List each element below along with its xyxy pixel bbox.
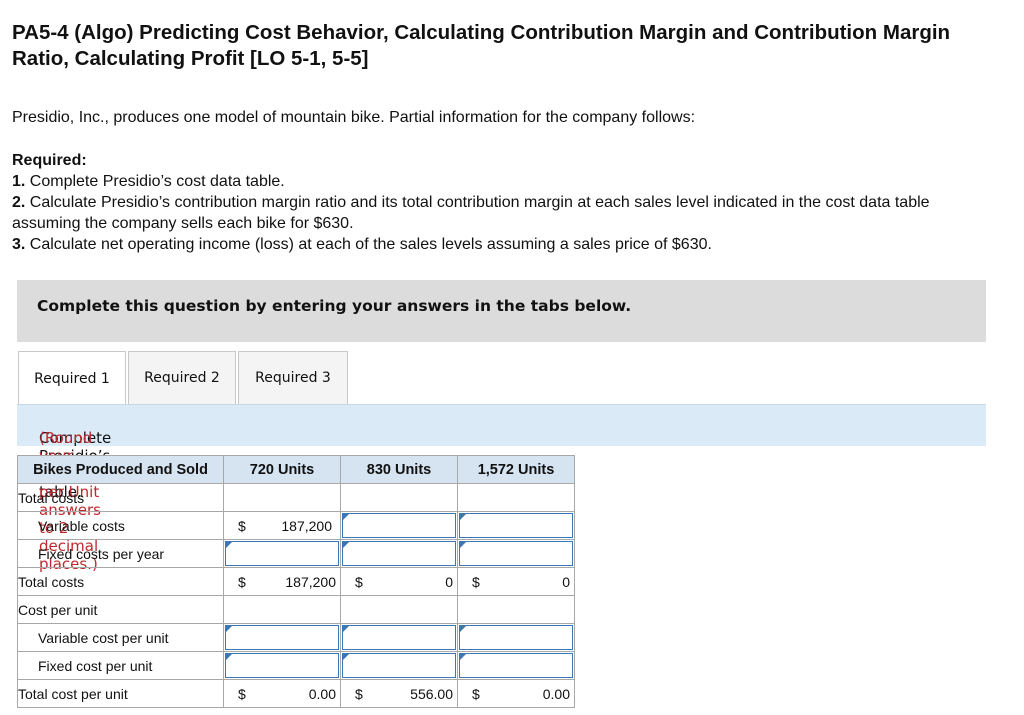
currency-symbol: $ <box>238 686 246 702</box>
problem-intro: Presidio, Inc., produces one model of mo… <box>12 109 696 126</box>
tab-required-2[interactable]: Required 2 <box>128 351 236 405</box>
required-item-number: 2. <box>12 194 26 211</box>
variable-cpu-1572-input[interactable] <box>459 625 573 650</box>
variable-cpu-830-cell <box>340 623 458 652</box>
required-item-2: 2. Calculate Presidio’s contribution mar… <box>12 192 1002 234</box>
currency-symbol: $ <box>355 574 363 590</box>
table-header-row: Bikes Produced and Sold 720 Units 830 Un… <box>17 455 575 484</box>
row-label-total-cost-per-unit: Total cost per unit <box>17 679 224 708</box>
currency-symbol: $ <box>472 686 480 702</box>
header-830-units: 830 Units <box>340 455 458 484</box>
input-marker-icon <box>460 542 466 548</box>
required-item-text: Calculate net operating income (loss) at… <box>25 236 712 253</box>
required-item-3: 3. Calculate net operating income (loss)… <box>12 234 1002 255</box>
fixed-cpu-830-input[interactable] <box>342 653 456 678</box>
variable-costs-830-cell <box>340 511 458 540</box>
input-marker-icon <box>343 514 349 520</box>
currency-symbol: $ <box>238 574 246 590</box>
currency-symbol: $ <box>355 686 363 702</box>
fixed-costs-830-input[interactable] <box>342 541 456 566</box>
row-label-fixed-cost-per-unit: Fixed cost per unit <box>17 651 224 680</box>
table-row: Cost per unit <box>17 595 575 624</box>
table-row: Fixed costs per year <box>17 539 575 568</box>
header-1572-units: 1,572 Units <box>457 455 575 484</box>
instructions-banner: Complete this question by entering your … <box>17 280 986 342</box>
required-item-text: Complete Presidio’s cost data table. <box>25 173 285 190</box>
fixed-costs-830-cell <box>340 539 458 568</box>
total-cpu-830: $ 556.00 <box>340 679 458 708</box>
table-row: Variable costs $ 187,200 <box>17 511 575 540</box>
fixed-cpu-1572-cell <box>457 651 575 680</box>
variable-costs-830-input[interactable] <box>342 513 456 538</box>
required-section: Required: 1. Complete Presidio’s cost da… <box>12 150 1002 255</box>
table-row: Total cost per unit $ 0.00 $ 556.00 $ 0.… <box>17 679 575 708</box>
row-label-variable-costs: Variable costs <box>17 511 224 540</box>
input-marker-icon <box>226 654 232 660</box>
table-row: Fixed cost per unit <box>17 651 575 680</box>
variable-cpu-720-cell <box>223 623 341 652</box>
variable-cpu-1572-cell <box>457 623 575 652</box>
tab-instruction: Complete Presidio’s cost data table. (Ro… <box>17 404 986 573</box>
total-cpu-1572-value: 0.00 <box>542 686 570 702</box>
input-marker-icon <box>343 542 349 548</box>
input-marker-icon <box>226 542 232 548</box>
required-item-text: Calculate Presidio’s contribution margin… <box>12 194 930 232</box>
total-cpu-720-value: 0.00 <box>308 686 336 702</box>
variable-cpu-720-input[interactable] <box>225 625 339 650</box>
row-label-variable-cost-per-unit: Variable cost per unit <box>17 623 224 652</box>
variable-costs-720-value: 187,200 <box>281 518 332 534</box>
fixed-costs-720-input[interactable] <box>225 541 339 566</box>
currency-symbol: $ <box>238 518 246 534</box>
input-marker-icon <box>343 654 349 660</box>
required-item-number: 3. <box>12 236 26 253</box>
fixed-cpu-1572-input[interactable] <box>459 653 573 678</box>
input-marker-icon <box>460 626 466 632</box>
variable-cpu-830-input[interactable] <box>342 625 456 650</box>
total-costs-1572-value: 0 <box>562 574 570 590</box>
required-item-number: 1. <box>12 173 26 190</box>
tab-required-3[interactable]: Required 3 <box>238 351 348 405</box>
total-cpu-1572: $ 0.00 <box>457 679 575 708</box>
row-label-cost-per-unit-header: Cost per unit <box>17 595 224 624</box>
cost-data-table: Bikes Produced and Sold 720 Units 830 Un… <box>17 455 575 708</box>
total-cpu-720: $ 0.00 <box>223 679 341 708</box>
table-row: Total costs $ 187,200 $ 0 $ 0 <box>17 567 575 596</box>
fixed-cpu-830-cell <box>340 651 458 680</box>
variable-costs-1572-input[interactable] <box>459 513 573 538</box>
total-costs-720: $ 187,200 <box>223 567 341 596</box>
banner-text: Complete this question by entering your … <box>37 297 632 315</box>
required-item-1: 1. Complete Presidio’s cost data table. <box>12 171 1002 192</box>
table-row: Total costs <box>17 483 575 512</box>
variable-costs-1572-cell <box>457 511 575 540</box>
header-bikes-produced: Bikes Produced and Sold <box>17 455 224 484</box>
required-heading: Required: <box>12 152 87 169</box>
fixed-cpu-720-cell <box>223 651 341 680</box>
page-title: PA5-4 (Algo) Predicting Cost Behavior, C… <box>12 21 951 70</box>
fixed-costs-720-cell <box>223 539 341 568</box>
total-costs-830-value: 0 <box>445 574 453 590</box>
total-costs-830: $ 0 <box>340 567 458 596</box>
total-costs-720-value: 187,200 <box>285 574 336 590</box>
fixed-costs-1572-input[interactable] <box>459 541 573 566</box>
total-costs-1572: $ 0 <box>457 567 575 596</box>
input-marker-icon <box>226 626 232 632</box>
input-marker-icon <box>343 626 349 632</box>
table-row: Variable cost per unit <box>17 623 575 652</box>
header-720-units: 720 Units <box>223 455 341 484</box>
currency-symbol: $ <box>472 574 480 590</box>
row-label-total-costs: Total costs <box>17 567 224 596</box>
input-marker-icon <box>460 514 466 520</box>
tab-bar: Required 1 Required 2 Required 3 <box>18 351 350 406</box>
row-label-fixed-costs: Fixed costs per year <box>17 539 224 568</box>
tab-required-1[interactable]: Required 1 <box>18 351 126 406</box>
fixed-cpu-720-input[interactable] <box>225 653 339 678</box>
fixed-costs-1572-cell <box>457 539 575 568</box>
variable-costs-720: $ 187,200 <box>223 511 341 540</box>
row-label-total-costs-header: Total costs <box>17 483 224 512</box>
input-marker-icon <box>460 654 466 660</box>
total-cpu-830-value: 556.00 <box>410 686 453 702</box>
